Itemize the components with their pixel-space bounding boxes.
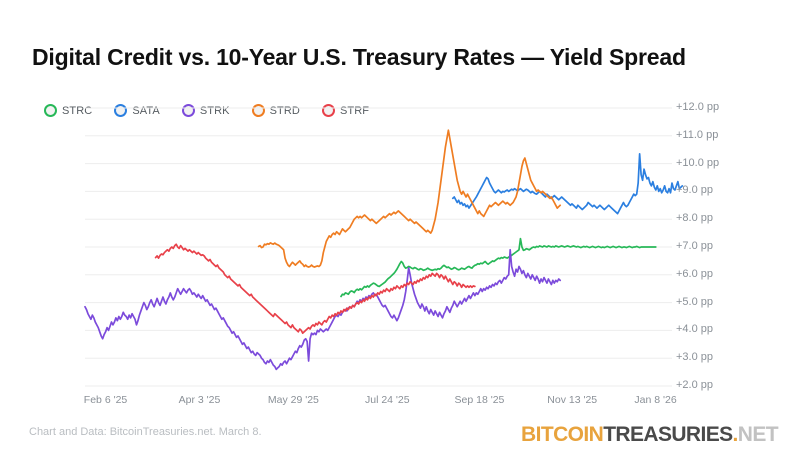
- y-tick-label: +6.0 pp: [676, 267, 714, 280]
- y-tick-label: +4.0 pp: [676, 323, 714, 336]
- series-line-strf: [154, 243, 476, 335]
- y-tick-label: +2.0 pp: [676, 379, 714, 391]
- x-tick-label: Apr 3 '25: [178, 394, 221, 406]
- series-line-sata: [451, 153, 684, 215]
- legend-marker-icon: [44, 104, 57, 117]
- brand-net-text: NET: [737, 423, 779, 446]
- brand-logo: BITCOINTREASURIES.NET: [521, 423, 779, 447]
- x-tick-label: Nov 13 '25: [547, 394, 598, 406]
- page-title: Digital Credit vs. 10-Year U.S. Treasury…: [32, 44, 686, 70]
- y-tick-label: +12.0 pp: [676, 101, 720, 113]
- x-tick-label: May 29 '25: [267, 394, 319, 406]
- y-tick-label: +9.0 pp: [676, 184, 714, 197]
- x-tick-label: Jul 24 '25: [364, 394, 410, 406]
- legend-marker-icon: [181, 104, 195, 117]
- y-axis: +2.0 pp +3.0 pp +4.0 pp +5.0 pp +6.0 pp +7.0 …: [676, 0, 766, 450]
- x-tick-label: Jan 8 '26: [634, 394, 677, 406]
- legend-marker-icon: [114, 104, 128, 117]
- brand-bitcoin-text: BITCOIN: [521, 423, 604, 446]
- brand-dot-text: .: [732, 423, 739, 446]
- legend-marker-icon: [251, 104, 265, 117]
- series-line-strc: [340, 237, 657, 298]
- series-line-strk: [84, 248, 562, 371]
- legend-marker-icon: [321, 104, 335, 117]
- y-tick-label: +10.0 pp: [676, 156, 720, 169]
- y-tick-label: +7.0 pp: [676, 240, 714, 252]
- legend-label: STRC: [62, 104, 93, 117]
- x-tick-label: Sep 18 '25: [454, 394, 505, 406]
- source-note: Chart and Data: BitcoinTreasuries.net. M…: [29, 426, 262, 438]
- series-line-strd: [257, 129, 562, 268]
- x-tick-label: Feb 6 '25: [83, 394, 128, 406]
- y-tick-label: +11.0 pp: [676, 128, 719, 141]
- legend-item-strc[interactable]: STRC: [44, 104, 92, 117]
- y-tick-label: +5.0 pp: [676, 295, 714, 308]
- brand-treasuries-text: TREASURIES: [603, 423, 733, 446]
- y-tick-label: +8.0 pp: [676, 212, 714, 225]
- y-tick-label: +3.0 pp: [676, 351, 714, 364]
